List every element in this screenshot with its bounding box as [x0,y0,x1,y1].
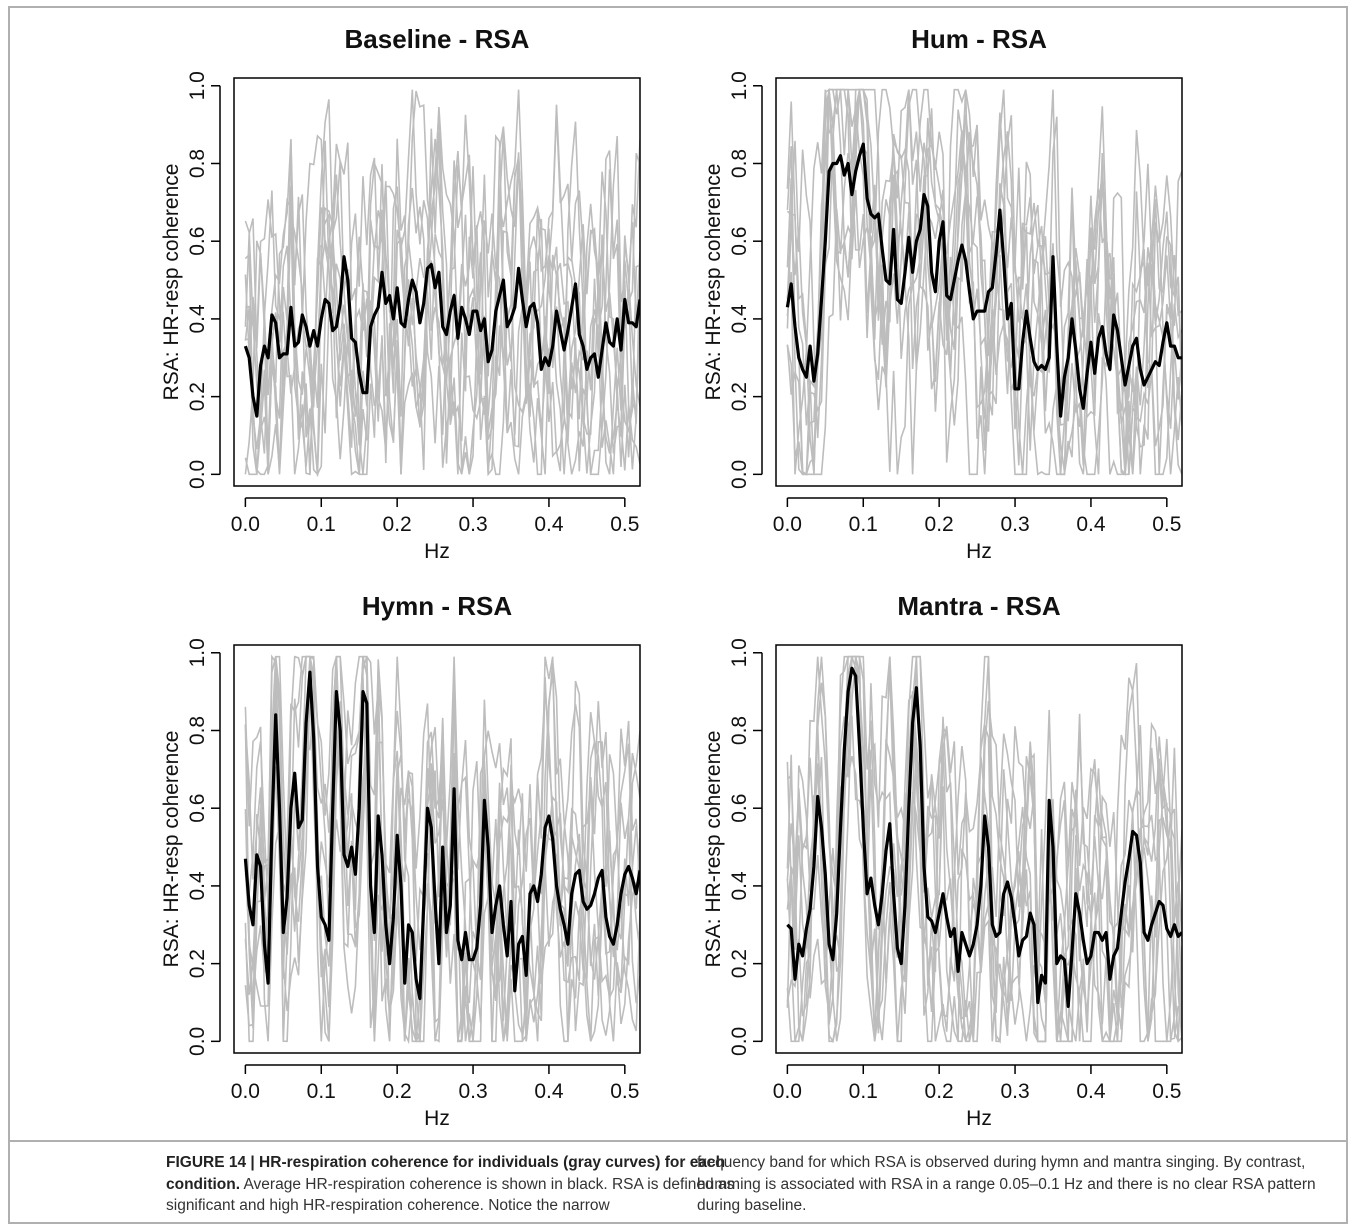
x-tick-label: 0.1 [849,513,878,536]
average-curve [786,666,1182,1008]
y-tick-label: 0.2 [728,949,751,978]
x-tick-label: 0.5 [1152,1080,1181,1103]
y-tick-label: 0.6 [186,794,209,823]
chart-panel-0: Baseline - RSA 0.0 0.1 0.2 0.3 0.4 0.5 Hz 0.0 0.2… [160,24,641,563]
individual-curve [786,88,1182,475]
plot-box [233,77,641,487]
y-tick-label: 0.2 [186,949,209,978]
x-tick-label: 0.2 [925,513,954,536]
y-tick-label: 0.8 [728,716,751,745]
x-tick-label: 0.1 [307,513,336,536]
x-tick-label: 0.0 [231,1080,260,1103]
caption-left-text: Average HR-respiration coherence is show… [166,1175,735,1215]
individual-curve [244,133,640,478]
x-tick-label: 0.4 [534,1080,564,1103]
x-tick-label: 0.3 [1000,513,1029,536]
y-tick-label: 0.4 [728,871,751,901]
chart-title: Mantra - RSA [897,591,1060,621]
figure-frame [8,6,1348,1224]
x-tick-label: 0.3 [458,513,487,536]
y-axis-label: RSA: HR-resp coherence [702,731,725,968]
y-tick-label: 0.6 [728,794,751,823]
chart-panel-3: Mantra - RSA 0.0 0.1 0.2 0.3 0.4 0.5 Hz 0.0 0.2 0.… [702,591,1183,1130]
chart-title: Hymn - RSA [362,591,512,621]
x-tick-label: 0.0 [231,513,260,536]
individual-curve [786,656,1182,1043]
average-curve [243,670,640,1001]
y-tick-label: 0.4 [728,304,751,334]
x-tick-label: 0.2 [925,1080,954,1103]
y-tick-label: 0.6 [728,227,751,256]
average-curve [243,255,640,418]
caption-right: frequency band for which RSA is observed… [697,1154,1316,1214]
y-tick-label: 0.8 [728,149,751,178]
x-tick-label: 0.5 [610,513,639,536]
x-tick-label: 0.4 [534,513,564,536]
y-tick-label: 0.0 [186,1027,209,1056]
x-tick-label: 0.1 [849,1080,878,1103]
individual-curve [786,655,1182,1042]
y-tick-label: 1.0 [186,638,209,667]
chart-title: Baseline - RSA [345,24,530,54]
x-axis-label: Hz [424,1107,450,1130]
y-tick-label: 0.2 [728,382,751,411]
x-tick-label: 0.3 [458,1080,487,1103]
x-tick-label: 0.0 [773,1080,802,1103]
x-tick-label: 0.2 [383,513,412,536]
individual-curve [786,88,1182,476]
x-tick-label: 0.1 [307,1080,336,1103]
y-axis-label: RSA: HR-resp coherence [702,164,725,401]
caption-left: FIGURE 14 | HR-respiration coherence for… [166,1152,756,1217]
chart-title: Hum - RSA [911,24,1047,54]
y-tick-label: 1.0 [728,71,751,100]
x-axis-label: Hz [424,540,450,563]
x-tick-label: 0.5 [1152,513,1181,536]
plot-box [775,77,1183,487]
y-tick-label: 0.2 [186,382,209,411]
x-axis-label: Hz [966,540,992,563]
y-tick-label: 0.4 [186,304,209,334]
y-axis-label: RSA: HR-resp coherence [160,164,183,401]
y-tick-label: 1.0 [728,638,751,667]
individual-curves [786,88,1182,476]
plot-box [233,644,641,1054]
y-axis-label: RSA: HR-resp coherence [160,731,183,968]
y-tick-label: 1.0 [186,71,209,100]
caption-label: FIGURE 14 | HR-respiration coherence for… [166,1154,726,1193]
chart-panel-1: Hum - RSA 0.0 0.1 0.2 0.3 0.4 0.5 Hz 0.0 0.2 0.4 0.… [702,24,1183,563]
individual-curve [244,121,640,477]
average-curve [785,142,1182,418]
y-tick-label: 0.6 [186,227,209,256]
plot-box [775,644,1183,1054]
chart-panel-2: Hymn - RSA 0.0 0.1 0.2 0.3 0.4 0.5 Hz 0.0 0.2 0.4 0… [160,591,641,1130]
x-tick-label: 0.4 [1076,513,1106,536]
x-tick-label: 0.3 [1000,1080,1029,1103]
x-axis-label: Hz [966,1107,992,1130]
x-tick-label: 0.4 [1076,1080,1106,1103]
y-tick-label: 0.0 [728,460,751,489]
y-tick-label: 0.4 [186,871,209,901]
individual-curve [786,656,1182,1043]
individual-curves [244,89,640,478]
caption-separator [8,1140,1348,1142]
individual-curve [245,113,640,476]
individual-curve [245,89,640,440]
individual-curve [244,655,640,1043]
y-tick-label: 0.8 [186,149,209,178]
x-tick-label: 0.2 [383,1080,412,1103]
y-tick-label: 0.8 [186,716,209,745]
y-tick-label: 0.0 [186,460,209,489]
individual-curve [244,654,640,1043]
y-tick-label: 0.0 [728,1027,751,1056]
x-tick-label: 0.0 [773,513,802,536]
figure-canvas: Baseline - RSA 0.0 0.1 0.2 0.3 0.4 0.5 Hz 0.0 0.2… [160,24,1183,1130]
x-tick-label: 0.5 [610,1080,639,1103]
